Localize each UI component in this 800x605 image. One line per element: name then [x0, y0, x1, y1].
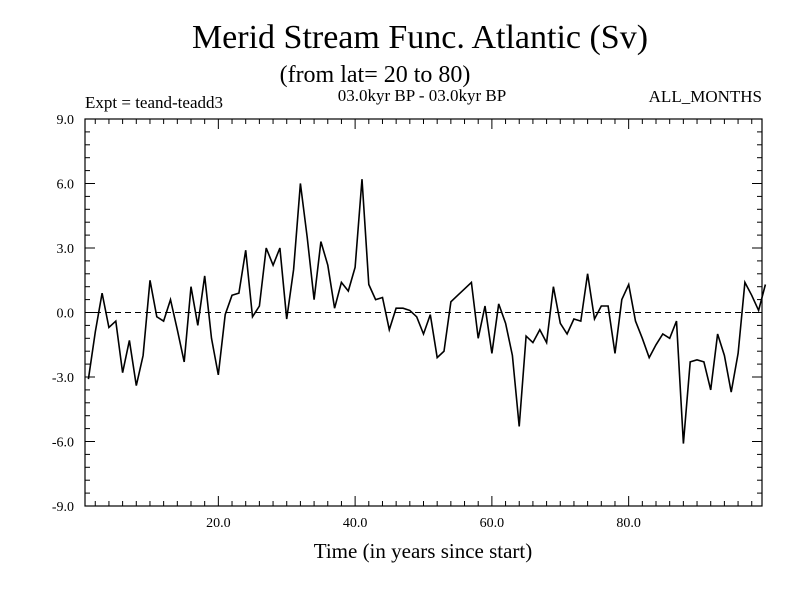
y-tick-label: -6.0 [52, 436, 74, 451]
x-tick-label: 60.0 [480, 516, 505, 531]
y-tick-label: 9.0 [57, 113, 75, 128]
x-axis-label: Time (in years since start) [314, 539, 533, 563]
data-series-line [87, 179, 767, 444]
chart-title: Merid Stream Func. Atlantic (Sv) [192, 19, 648, 56]
y-tick-label: -9.0 [52, 500, 74, 515]
chart-subtitle: (from lat= 20 to 80) [280, 62, 471, 88]
y-tick-label: 3.0 [57, 242, 75, 257]
y-tick-label: 0.0 [57, 307, 75, 322]
x-tick-label: 40.0 [343, 516, 368, 531]
months-label: ALL_MONTHS [649, 87, 762, 106]
period-label: 03.0kyr BP - 03.0kyr BP [338, 86, 506, 105]
y-tick-label: 6.0 [57, 178, 75, 193]
x-tick-label: 20.0 [206, 516, 231, 531]
x-tick-label: 80.0 [616, 516, 641, 531]
y-tick-label: -3.0 [52, 371, 74, 386]
experiment-label: Expt = teand-teadd3 [85, 93, 223, 112]
